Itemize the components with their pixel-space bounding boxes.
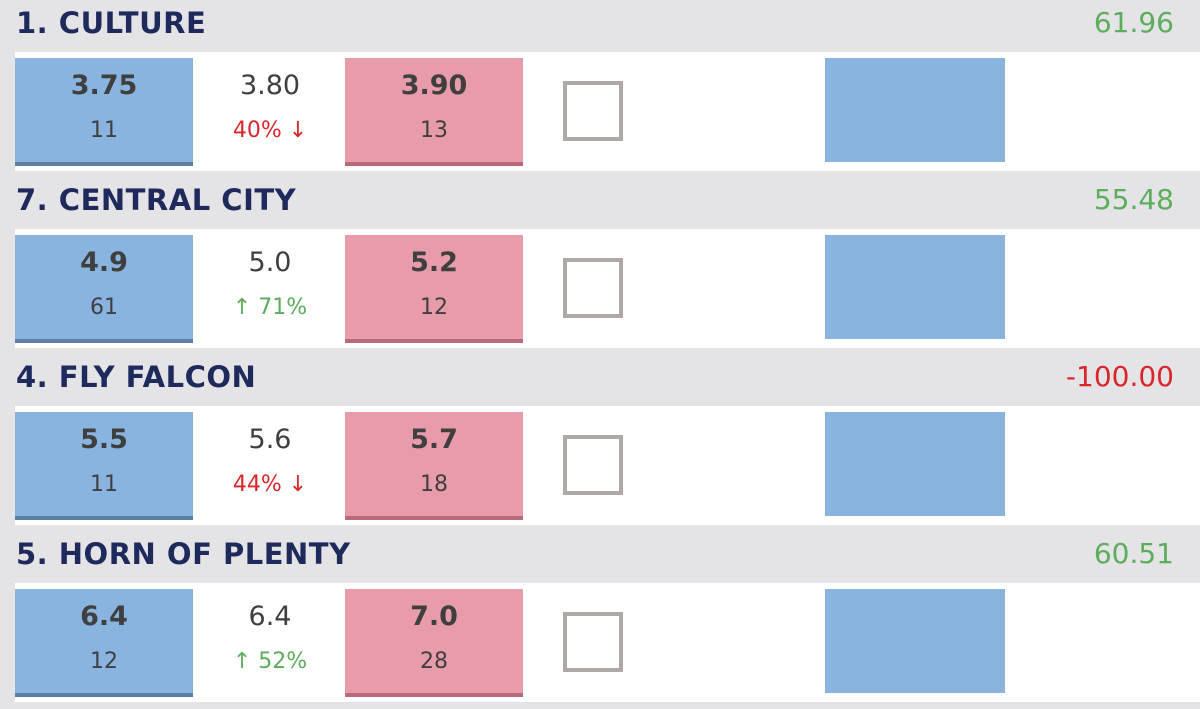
runner-profit: -100.00 <box>1065 360 1174 393</box>
back-price: 6.4 <box>80 601 128 632</box>
mid-price-cell: 5.6 44% ↓ <box>185 412 355 516</box>
action-button[interactable] <box>825 235 1005 339</box>
checkbox[interactable] <box>563 81 623 141</box>
back-price: 5.5 <box>80 424 128 455</box>
action-button[interactable] <box>825 58 1005 162</box>
back-price: 4.9 <box>80 247 128 278</box>
runner-name: 7. CENTRAL CITY <box>16 183 297 217</box>
lay-size: 13 <box>420 118 448 143</box>
action-button[interactable] <box>825 589 1005 693</box>
lay-price: 3.90 <box>400 70 468 101</box>
action-button[interactable] <box>825 412 1005 516</box>
lay-button[interactable]: 5.2 12 <box>345 235 523 343</box>
runner-row: 7. CENTRAL CITY 55.48 4.9 61 5.0 ↑ 71% 5.2 12 <box>0 177 1200 354</box>
lay-price: 7.0 <box>410 601 458 632</box>
back-price: 3.75 <box>70 70 138 101</box>
runner-row: 1. CULTURE 61.96 3.75 11 3.80 40% ↓ 3.90 13 <box>0 0 1200 177</box>
runner-name: 5. HORN OF PLENTY <box>16 537 351 571</box>
price-change: 44% ↓ <box>232 472 308 497</box>
runner-header: 1. CULTURE 61.96 <box>0 0 1200 52</box>
price-change: 40% ↓ <box>232 118 308 143</box>
runner-body: 6.4 12 6.4 ↑ 52% 7.0 28 <box>15 583 1200 702</box>
back-button[interactable]: 4.9 61 <box>15 235 193 343</box>
checkbox[interactable] <box>563 258 623 318</box>
runner-row: 4. FLY FALCON -100.00 5.5 11 5.6 44% ↓ 5.7 18 <box>0 354 1200 531</box>
back-size: 11 <box>90 118 118 143</box>
lay-button[interactable]: 5.7 18 <box>345 412 523 520</box>
runner-profit: 60.51 <box>1093 537 1174 570</box>
runner-row: 5. HORN OF PLENTY 60.51 6.4 12 6.4 ↑ 52% 7.0 28 <box>0 531 1200 708</box>
lay-button[interactable]: 7.0 28 <box>345 589 523 697</box>
runner-header: 7. CENTRAL CITY 55.48 <box>0 177 1200 229</box>
runner-body: 5.5 11 5.6 44% ↓ 5.7 18 <box>15 406 1200 525</box>
checkbox[interactable] <box>563 612 623 672</box>
runner-header: 4. FLY FALCON -100.00 <box>0 354 1200 406</box>
runner-name: 1. CULTURE <box>16 6 207 40</box>
lay-size: 18 <box>420 472 448 497</box>
runner-name: 4. FLY FALCON <box>16 360 257 394</box>
mid-price-cell: 3.80 40% ↓ <box>185 58 355 162</box>
lay-size: 28 <box>420 649 448 674</box>
lay-button[interactable]: 3.90 13 <box>345 58 523 166</box>
runner-body: 3.75 11 3.80 40% ↓ 3.90 13 <box>15 52 1200 171</box>
mid-price: 5.6 <box>248 424 292 455</box>
mid-price-cell: 6.4 ↑ 52% <box>185 589 355 693</box>
back-size: 61 <box>90 295 118 320</box>
mid-price-cell: 5.0 ↑ 71% <box>185 235 355 339</box>
mid-price: 3.80 <box>239 70 301 101</box>
runner-profit: 55.48 <box>1093 183 1174 216</box>
lay-size: 12 <box>420 295 448 320</box>
runner-profit: 61.96 <box>1093 6 1174 39</box>
back-size: 12 <box>90 649 118 674</box>
mid-price: 6.4 <box>248 601 292 632</box>
runner-header: 5. HORN OF PLENTY 60.51 <box>0 531 1200 583</box>
lay-price: 5.7 <box>410 424 458 455</box>
lay-price: 5.2 <box>410 247 458 278</box>
runner-body: 4.9 61 5.0 ↑ 71% 5.2 12 <box>15 229 1200 348</box>
mid-price: 5.0 <box>248 247 292 278</box>
price-change: ↑ 71% <box>232 295 308 320</box>
back-button[interactable]: 3.75 11 <box>15 58 193 166</box>
back-size: 11 <box>90 472 118 497</box>
back-button[interactable]: 5.5 11 <box>15 412 193 520</box>
price-change: ↑ 52% <box>232 649 308 674</box>
back-button[interactable]: 6.4 12 <box>15 589 193 697</box>
checkbox[interactable] <box>563 435 623 495</box>
